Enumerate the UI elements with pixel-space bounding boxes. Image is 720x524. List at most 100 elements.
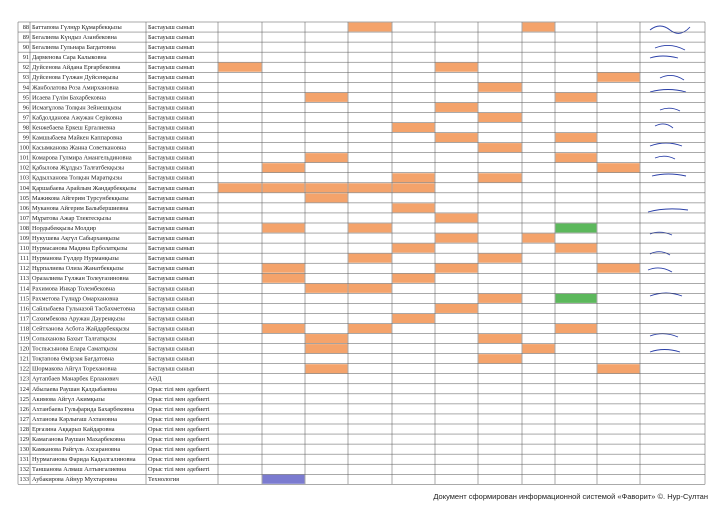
row-group: Бастауыш сынып [148,185,195,192]
shaded-cell [522,22,555,32]
row-number: 124 [20,386,30,393]
row-number: 111 [20,255,29,262]
shaded-cell [305,183,348,193]
row-group: Бастауыш сынып [148,64,195,71]
shaded-cell [305,334,348,344]
row-name: Дуйсенова Гүлжан Дуйсенқызы [32,74,119,81]
shaded-cell [305,364,348,374]
shaded-cell [435,303,478,313]
shaded-cell [597,263,640,273]
row-group: Бастауыш сынып [148,104,195,111]
row-group: Бастауыш сынып [148,225,195,232]
row-name: Дарменова Сара Калыковна [32,54,107,61]
shaded-cell [435,62,478,72]
row-number: 106 [20,205,29,212]
row-name: Нордыбекқызы Молдир [32,225,96,232]
shaded-cell [262,163,305,173]
row-group: Бастауыш сынып [148,315,195,322]
row-name: Оразалиева Гүлжан Толеуғазиновна [32,275,129,282]
shaded-cell [262,324,305,334]
row-group: Бастауыш сынып [148,195,195,202]
row-name: Рахимова Инкар Толембековна [32,285,115,292]
row-name: Тоспысынова Елара Саматқызы [32,346,118,353]
row-group: Орыс тілі мен әдебиеті [148,386,210,393]
row-group: Бастауыш сынып [148,366,195,373]
row-group: Бастауыш сынып [148,235,195,242]
shaded-cell [218,183,262,193]
row-number: 132 [20,466,29,473]
row-name: Шормакова Айгүл Торехановна [32,366,117,373]
row-number: 117 [20,315,29,322]
row-number: 130 [20,446,29,453]
shaded-cell [305,153,348,163]
row-name: Абылаева Раушан Қалдыбаевна [32,386,117,393]
shaded-cell [435,263,478,273]
row-number: 123 [20,376,29,383]
shaded-cell [478,293,522,303]
row-number: 122 [20,366,29,373]
shaded-cell [305,193,348,203]
row-group: Бастауыш сынып [148,205,195,212]
row-number: 110 [20,245,29,252]
row-group: Бастауыш сынып [148,84,195,91]
row-number: 105 [20,195,29,202]
row-group: Бастауыш сынып [148,325,195,332]
shaded-cell [392,273,435,283]
row-group: Бастауыш сынып [148,356,195,363]
row-number: 88 [23,24,29,31]
shaded-cell [305,344,348,354]
row-group: Орыс тілі мен әдебиеті [148,406,210,413]
row-group: Орыс тілі мен әдебиеті [148,456,210,463]
row-number: 102 [20,165,29,172]
row-name: Таншанова Алмаш Алтынгалиевна [32,466,126,473]
row-name: Кенжебаева Еркеш Ергалиевна [32,124,115,131]
shaded-cell [478,354,522,364]
shaded-cell [555,243,597,253]
row-group: Бастауыш сынып [148,215,195,222]
shaded-cell [392,123,435,133]
row-name: Аубакирова Айнур Мухтаровна [32,476,117,483]
row-group: Бастауыш сынып [148,305,195,312]
row-name: Кабдолданова Ажужан Серіковна [32,114,122,121]
shaded-cell [555,92,597,102]
row-name: Исмағұлова Толқын Зейнешқызы [32,104,122,111]
row-number: 114 [20,285,30,292]
row-number: 103 [20,175,29,182]
row-name: Қаршабаева Арайлым Жандарбекқызы [32,185,137,192]
shaded-cell [262,263,305,273]
shaded-cell [262,474,305,484]
row-number: 101 [20,155,29,162]
row-group: Бастауыш сынып [148,24,195,31]
row-number: 126 [20,406,29,413]
shaded-cell [305,283,348,293]
row-number: 93 [23,74,29,81]
row-name: Камшыбаева Майкен Каппаровна [32,135,122,142]
shaded-cell [348,283,392,293]
row-number: 104 [20,185,30,192]
row-number: 125 [20,396,29,403]
row-name: Аутапбаев Манарбек Ерланович [32,376,120,383]
signatures [647,25,691,353]
row-group: Орыс тілі мен әдебиеті [148,396,210,403]
row-name: Қадылханова Толқын Маратқызы [32,175,123,182]
row-number: 119 [20,336,29,343]
row-number: 133 [20,476,29,483]
row-group: Орыс тілі мен әдебиеті [148,426,210,433]
row-group: Бастауыш сынып [148,265,195,272]
shaded-cell [555,153,597,163]
row-group: Бастауыш сынып [148,124,195,131]
shaded-cell [597,364,640,374]
row-group: Бастауыш сынып [148,74,195,81]
row-name: Қабылова Жұлдыз Талғатбекқызы [32,165,125,172]
row-group: Бастауыш сынып [148,295,195,302]
shaded-cell [348,183,392,193]
row-group: Бастауыш сынып [148,285,195,292]
row-number: 94 [23,84,30,91]
row-number: 131 [20,456,29,463]
row-group: Бастауыш сынып [148,245,195,252]
row-group: Бастауыш сынып [148,336,195,343]
row-name: Нұрпалиева Олиза Жанатбекқызы [32,265,124,272]
row-group: Бастауыш сынып [148,145,195,152]
row-name: Нурманова Гүлдер Нурманқызы [32,255,120,262]
